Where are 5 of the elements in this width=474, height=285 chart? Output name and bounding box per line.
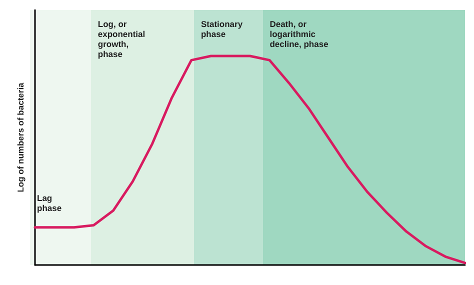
annotation: Lag phase bbox=[37, 192, 62, 212]
text: Death, or logarithmic decline, phase bbox=[270, 19, 328, 50]
annotation: Log, or exponential growth, phase bbox=[98, 19, 146, 60]
text: Stationary phase bbox=[200, 19, 243, 40]
y-axis-title: Log of numbers of bacteria bbox=[16, 82, 26, 192]
